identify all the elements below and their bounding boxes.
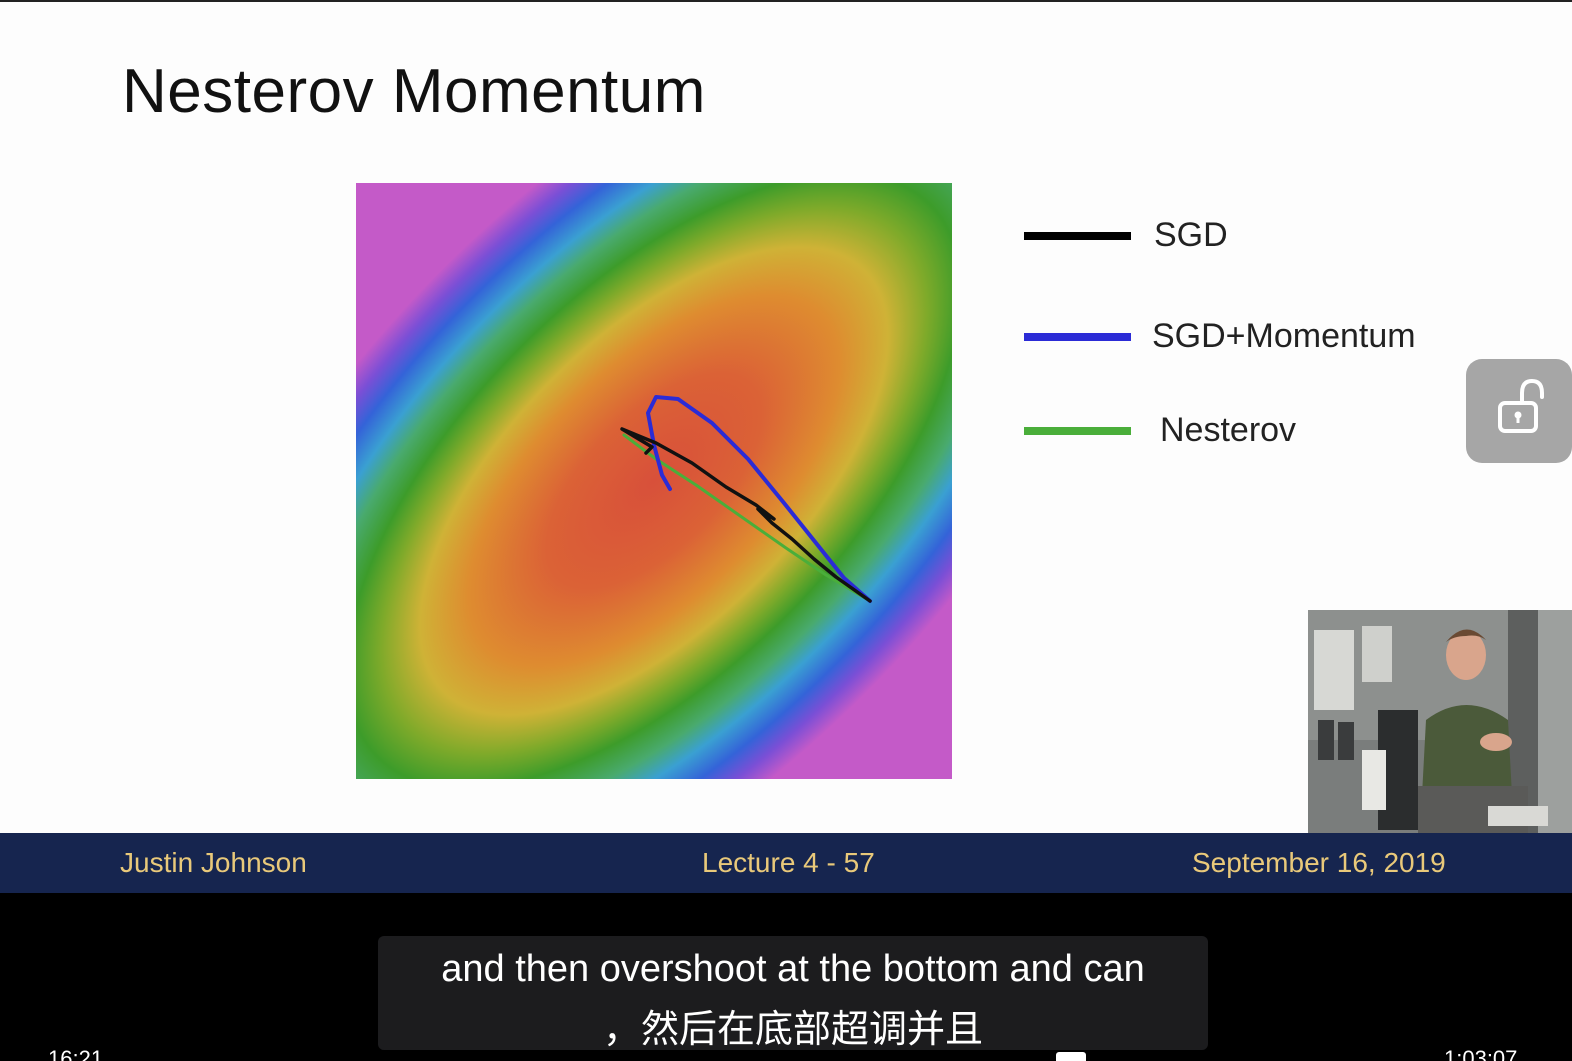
presenter-webcam-inset — [1308, 610, 1572, 833]
total-duration: 1:03:07 — [1444, 1046, 1518, 1061]
lecture-slide: Nesterov Momentum — [0, 0, 1572, 836]
unlock-icon — [1498, 378, 1544, 433]
sgd-momentum-path — [646, 395, 872, 603]
footer-author: Justin Johnson — [120, 847, 307, 878]
legend-swatch-sgd-momentum — [1024, 333, 1131, 341]
screen-lock-button[interactable] — [1466, 359, 1572, 463]
slide-title: Nesterov Momentum — [122, 57, 706, 126]
sgd-path — [620, 427, 872, 603]
subtitle-chinese: ，然后在底部超调并且 — [602, 1009, 983, 1051]
contour-background — [356, 183, 952, 779]
legend-swatch-nesterov — [1024, 427, 1131, 435]
legend-label-sgd: SGD — [1154, 216, 1228, 254]
presenter-video-frame — [1308, 610, 1572, 833]
current-time: 16:21 — [48, 1046, 104, 1061]
legend-label-sgd-momentum: SGD+Momentum — [1152, 317, 1416, 355]
footer-date: September 16, 2019 — [1192, 847, 1446, 878]
slide-footer: Justin Johnson Lecture 4 - 57 September … — [0, 833, 1572, 893]
subtitle-english: and then overshoot at the bottom and can — [441, 948, 1145, 990]
legend-label-nesterov: Nesterov — [1160, 411, 1297, 449]
legend-swatch-sgd — [1024, 232, 1131, 240]
footer-lecture-number: Lecture 4 - 57 — [702, 847, 875, 878]
home-indicator — [1056, 1052, 1086, 1061]
loss-contour-plot — [356, 183, 952, 779]
subtitle-overlay: and then overshoot at the bottom and can… — [378, 936, 1208, 1051]
